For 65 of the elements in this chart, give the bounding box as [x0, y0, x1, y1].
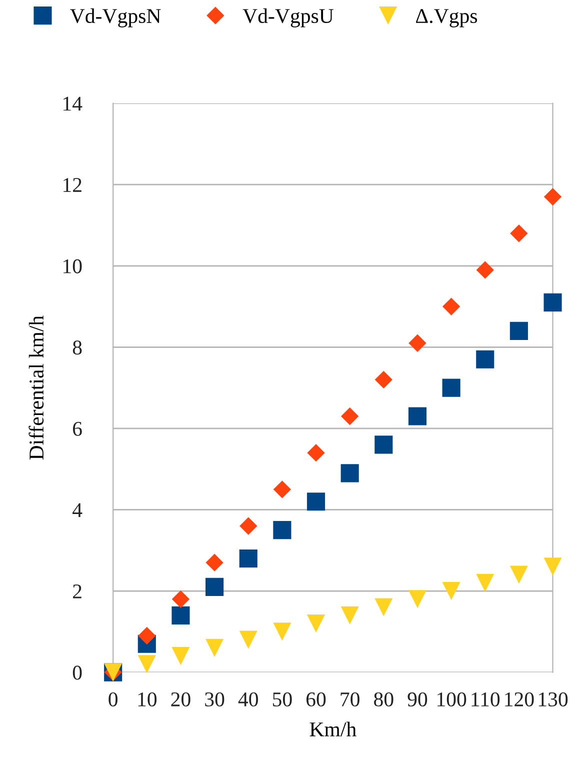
x-tick-label: 100 — [438, 692, 466, 706]
y-tick-label: 4 — [72, 503, 82, 517]
point — [374, 436, 393, 454]
y-tick-label: 14 — [64, 96, 82, 111]
point — [442, 298, 460, 316]
x-tick-label: 120 — [505, 692, 534, 706]
y-tick-label: 6 — [73, 422, 82, 436]
y-axis-title: Differential km/h — [28, 316, 44, 460]
point — [408, 590, 427, 608]
x-tick-label: 110 — [472, 692, 500, 706]
point — [544, 558, 562, 576]
point — [510, 224, 528, 242]
point — [442, 582, 460, 600]
x-tick-label: 40 — [238, 692, 258, 706]
point — [510, 566, 528, 584]
point — [172, 606, 190, 624]
point — [476, 350, 494, 368]
x-tick-label: 30 — [205, 692, 224, 706]
point — [273, 622, 292, 641]
y-tick-label: 0 — [72, 666, 82, 680]
point — [340, 464, 359, 482]
y-tick-label: 12 — [64, 178, 82, 192]
point — [206, 578, 224, 596]
legend-label: Vd-VgpsN — [70, 8, 161, 28]
point — [138, 626, 156, 645]
point — [340, 407, 359, 426]
point — [408, 407, 427, 426]
point — [239, 549, 258, 568]
x-axis-title: Km/h — [310, 722, 356, 736]
point — [306, 492, 326, 511]
x-tick-label: 10 — [138, 692, 157, 706]
x-tick-label: 70 — [340, 692, 360, 706]
y-tick-label: 8 — [72, 340, 82, 355]
point — [239, 630, 258, 649]
point — [307, 444, 325, 462]
legend-label: Δ.Vgps — [416, 9, 478, 28]
y-tick-label: 2 — [73, 584, 82, 598]
x-tick-label: 90 — [408, 692, 428, 706]
point — [476, 261, 494, 279]
point — [544, 293, 562, 312]
x-tick-label: 20 — [171, 692, 190, 706]
point — [172, 590, 190, 608]
point — [340, 606, 359, 624]
x-tick-label: 130 — [538, 692, 568, 706]
x-tick-label: 80 — [374, 692, 394, 706]
point — [240, 517, 258, 535]
point — [442, 378, 460, 397]
point — [138, 655, 156, 674]
point — [374, 598, 393, 616]
point — [476, 574, 494, 592]
x-tick-label: 60 — [306, 692, 326, 706]
point — [273, 480, 292, 498]
point — [510, 322, 528, 340]
x-tick-label: 50 — [272, 692, 292, 706]
point — [273, 521, 292, 540]
point — [172, 647, 190, 666]
legend-label: Vd-VgpsU — [242, 8, 334, 28]
point — [374, 370, 392, 389]
x-tick-label: 0 — [108, 692, 118, 706]
point — [206, 554, 224, 572]
point — [408, 334, 426, 352]
y-tick-label: 10 — [64, 259, 82, 274]
point — [306, 614, 326, 633]
point — [206, 638, 224, 657]
point — [544, 188, 562, 206]
